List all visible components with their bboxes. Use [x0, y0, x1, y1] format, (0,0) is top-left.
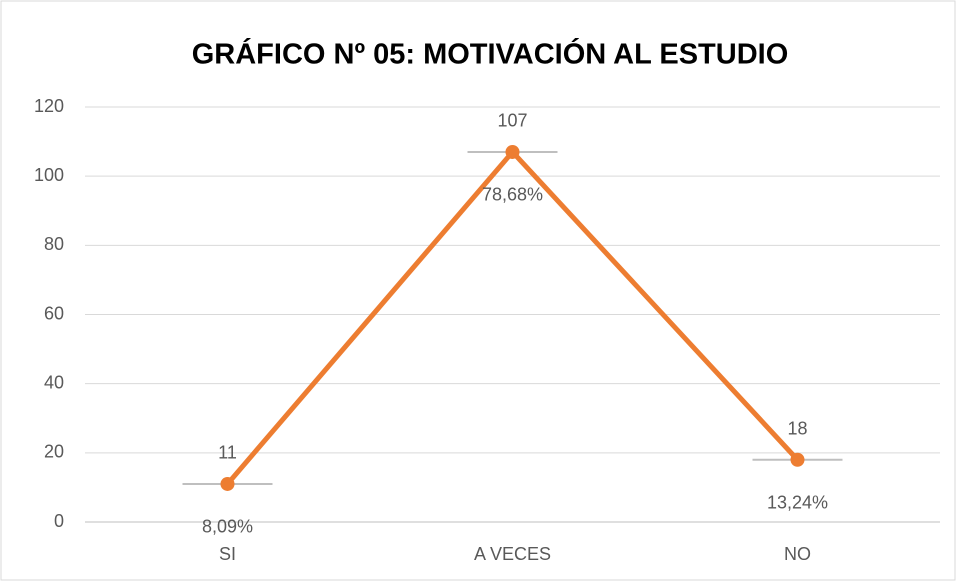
point: [505, 144, 520, 159]
percent-label: 13,24%: [767, 493, 828, 513]
data-label: 11: [218, 443, 237, 463]
percent-label: 8,09%: [202, 517, 253, 537]
point: [790, 452, 805, 467]
data-label: 107: [497, 111, 527, 131]
chart-title: GRÁFICO Nº 05: MOTIVACIÓN AL ESTUDIO: [192, 37, 789, 71]
x-tick-label: SI: [219, 544, 236, 564]
data-label: 18: [787, 419, 807, 439]
x-tick-label: A VECES: [474, 544, 551, 564]
y-tick-label: 120: [34, 96, 64, 116]
y-tick-label: 0: [54, 511, 64, 531]
x-tick-label: NO: [784, 544, 811, 564]
y-tick-label: 20: [44, 442, 64, 462]
y-tick-label: 100: [34, 165, 64, 185]
point: [220, 476, 235, 491]
y-tick-label: 80: [44, 234, 64, 254]
y-tick-label: 60: [44, 303, 64, 323]
y-tick-label: 40: [44, 372, 64, 392]
percent-label: 78,68%: [482, 185, 543, 205]
